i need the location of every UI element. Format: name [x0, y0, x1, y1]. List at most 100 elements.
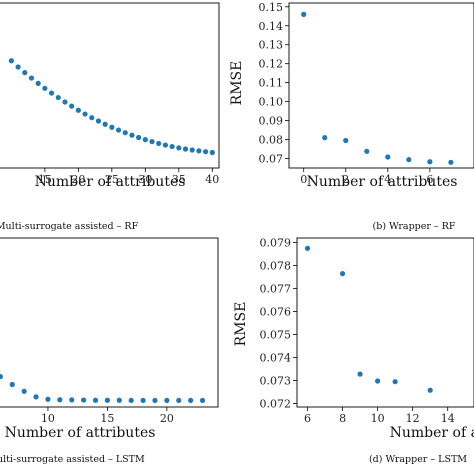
panel-d-xtick-label: 8 [339, 412, 346, 425]
panel-a-data-point [169, 143, 175, 150]
panel-b-xtick-label: 0 [300, 173, 307, 186]
panel-a-xtick-label: 15 [38, 173, 52, 186]
panel-c-data-point [140, 397, 146, 404]
panel-a-data-point [209, 149, 215, 156]
panel-a-xlabel: Number of attributes [35, 174, 186, 190]
panel-d-xtick-label: 6 [304, 412, 311, 425]
panel-a: Number of attributes Multi-surrogate ass… [0, 174, 185, 232]
panel-a-data-point [176, 145, 182, 151]
panel-c-data-point [21, 388, 27, 394]
panel-b-ytick-label: 0.11 [259, 77, 284, 90]
panel-a-data-point [142, 137, 148, 143]
panel-c-data-point [81, 397, 87, 403]
panel-c-data-point [45, 396, 51, 402]
panel-b-plot: 0 2 4 6 0.07 0.08 0.09 0.10 0.11 0.12 0.13 0.14 0.15 [259, 1, 474, 186]
panel-d-ytick-label: 0.074 [260, 352, 292, 365]
panel-c-data-point [199, 397, 206, 404]
panel-a-data-point [15, 64, 21, 70]
panel-d-ylabel: RMSE [233, 302, 249, 347]
panel-a-axes-frame [0, 2, 220, 169]
panel-d-data-point [339, 271, 346, 277]
panel-d-caption: (d) Wrapper – LSTM [369, 454, 467, 465]
panel-a-data-point [95, 118, 102, 124]
panel-a-xtick-label: 40 [205, 173, 219, 186]
panel-b-ylabel: RMSE [229, 61, 245, 106]
panel-d-ytick-label: 0.073 [260, 375, 292, 388]
panel-c-xlabel: Number of attributes [5, 425, 156, 441]
panel-b-data-point [427, 159, 433, 165]
panel-b-xlabel: Number of attributes [307, 174, 458, 190]
panel-d-plot: 6 8 10 12 14 0.072 0.073 0.074 0.075 0.076 0.077 0.… [260, 237, 474, 425]
panel-a-xtick-label: 20 [71, 173, 85, 186]
panel-a-data-point [162, 142, 169, 148]
panel-c-data-point [9, 381, 15, 388]
panel-d-xlabel: Number of attributes [390, 425, 474, 441]
panel-a-xtick-label: 35 [172, 173, 186, 186]
panel-a-data-point [35, 80, 41, 86]
panel-a-xtick-label: 25 [105, 173, 119, 186]
panel-a-data-point [55, 94, 61, 101]
panel-a-data-point [8, 58, 14, 64]
panel-a-data-point [102, 121, 108, 127]
panel-c-data-point [0, 373, 3, 380]
panel-d-axes-frame [296, 237, 474, 408]
panel-b-ytick-label: 0.08 [259, 134, 284, 147]
panel-a-data-point [182, 146, 189, 152]
panel-b: RMSE Number of attributes (b) Wrapper – … [229, 61, 457, 232]
panel-b-data-point [385, 154, 391, 160]
panel-d-ytick-label: 0.076 [260, 306, 292, 319]
panel-c-data-point [116, 397, 122, 403]
panel-a-data-point [136, 134, 142, 141]
panel-b-xtick-label: 6 [426, 173, 433, 186]
panel-b-data-point [364, 148, 370, 154]
panel-a-data-point [28, 75, 35, 81]
panel-d-ytick-label: 0.079 [260, 237, 292, 250]
panel-c-xtick-label: 20 [160, 412, 174, 425]
panel-a-data-point [109, 124, 115, 130]
panel-a-data-point [69, 103, 75, 109]
panel-b-data-point [406, 157, 412, 163]
panel-d: RMSE Number of attributes (d) Wrapper – … [233, 302, 474, 465]
panel-c-data-point [69, 397, 75, 403]
panel-d-ytick-label: 0.072 [260, 398, 292, 411]
panel-d-ytick-label: 0.077 [260, 283, 292, 296]
panel-b-ytick-label: 0.10 [259, 96, 284, 109]
panel-a-xtick-label: 30 [138, 173, 152, 186]
panel-d-data-point [375, 378, 381, 384]
panel-c: Number of attributes Multi-surrogate ass… [0, 425, 155, 465]
panel-a-data-point [89, 115, 95, 121]
panel-b-data-point [301, 11, 307, 17]
panel-c-xtick-label: 15 [100, 412, 114, 425]
panel-c-plot: 10 15 20 [0, 237, 219, 425]
panel-b-ytick-label: 0.07 [259, 153, 284, 166]
panel-a-data-point [122, 130, 128, 136]
panel-b-ytick-label: 0.12 [259, 58, 284, 71]
panel-d-data-point [392, 379, 398, 385]
panel-a-plot: 15 20 25 30 35 40 [0, 2, 220, 186]
panel-a-caption: Multi-surrogate assisted – RF [0, 221, 139, 232]
panel-d-xtick-label: 12 [406, 412, 420, 425]
panel-b-caption: (b) Wrapper – RF [373, 221, 456, 232]
panel-c-xtick-label: 10 [41, 412, 55, 425]
panel-d-data-point [427, 387, 433, 393]
panel-b-axes-frame [288, 2, 474, 169]
panel-a-data-point [48, 90, 55, 96]
panel-a-data-point [196, 148, 202, 154]
panel-a-data-point [156, 140, 162, 147]
panel-c-data-point [152, 397, 158, 404]
panel-a-data-point [149, 139, 155, 145]
panel-c-data-point [104, 397, 111, 403]
panel-c-data-point [33, 394, 39, 400]
panel-a-data-point [189, 147, 195, 153]
panel-a-data-point [129, 132, 135, 138]
panel-b-xtick-label: 2 [342, 173, 349, 186]
panel-c-data-point [57, 397, 63, 403]
panel-b-data-point [448, 159, 454, 165]
panel-a-data-point [42, 85, 48, 91]
panel-a-data-point [82, 111, 88, 117]
panel-c-data-point [164, 397, 170, 404]
panel-c-data-point [176, 397, 182, 404]
panel-b-ytick-label: 0.15 [259, 1, 284, 14]
